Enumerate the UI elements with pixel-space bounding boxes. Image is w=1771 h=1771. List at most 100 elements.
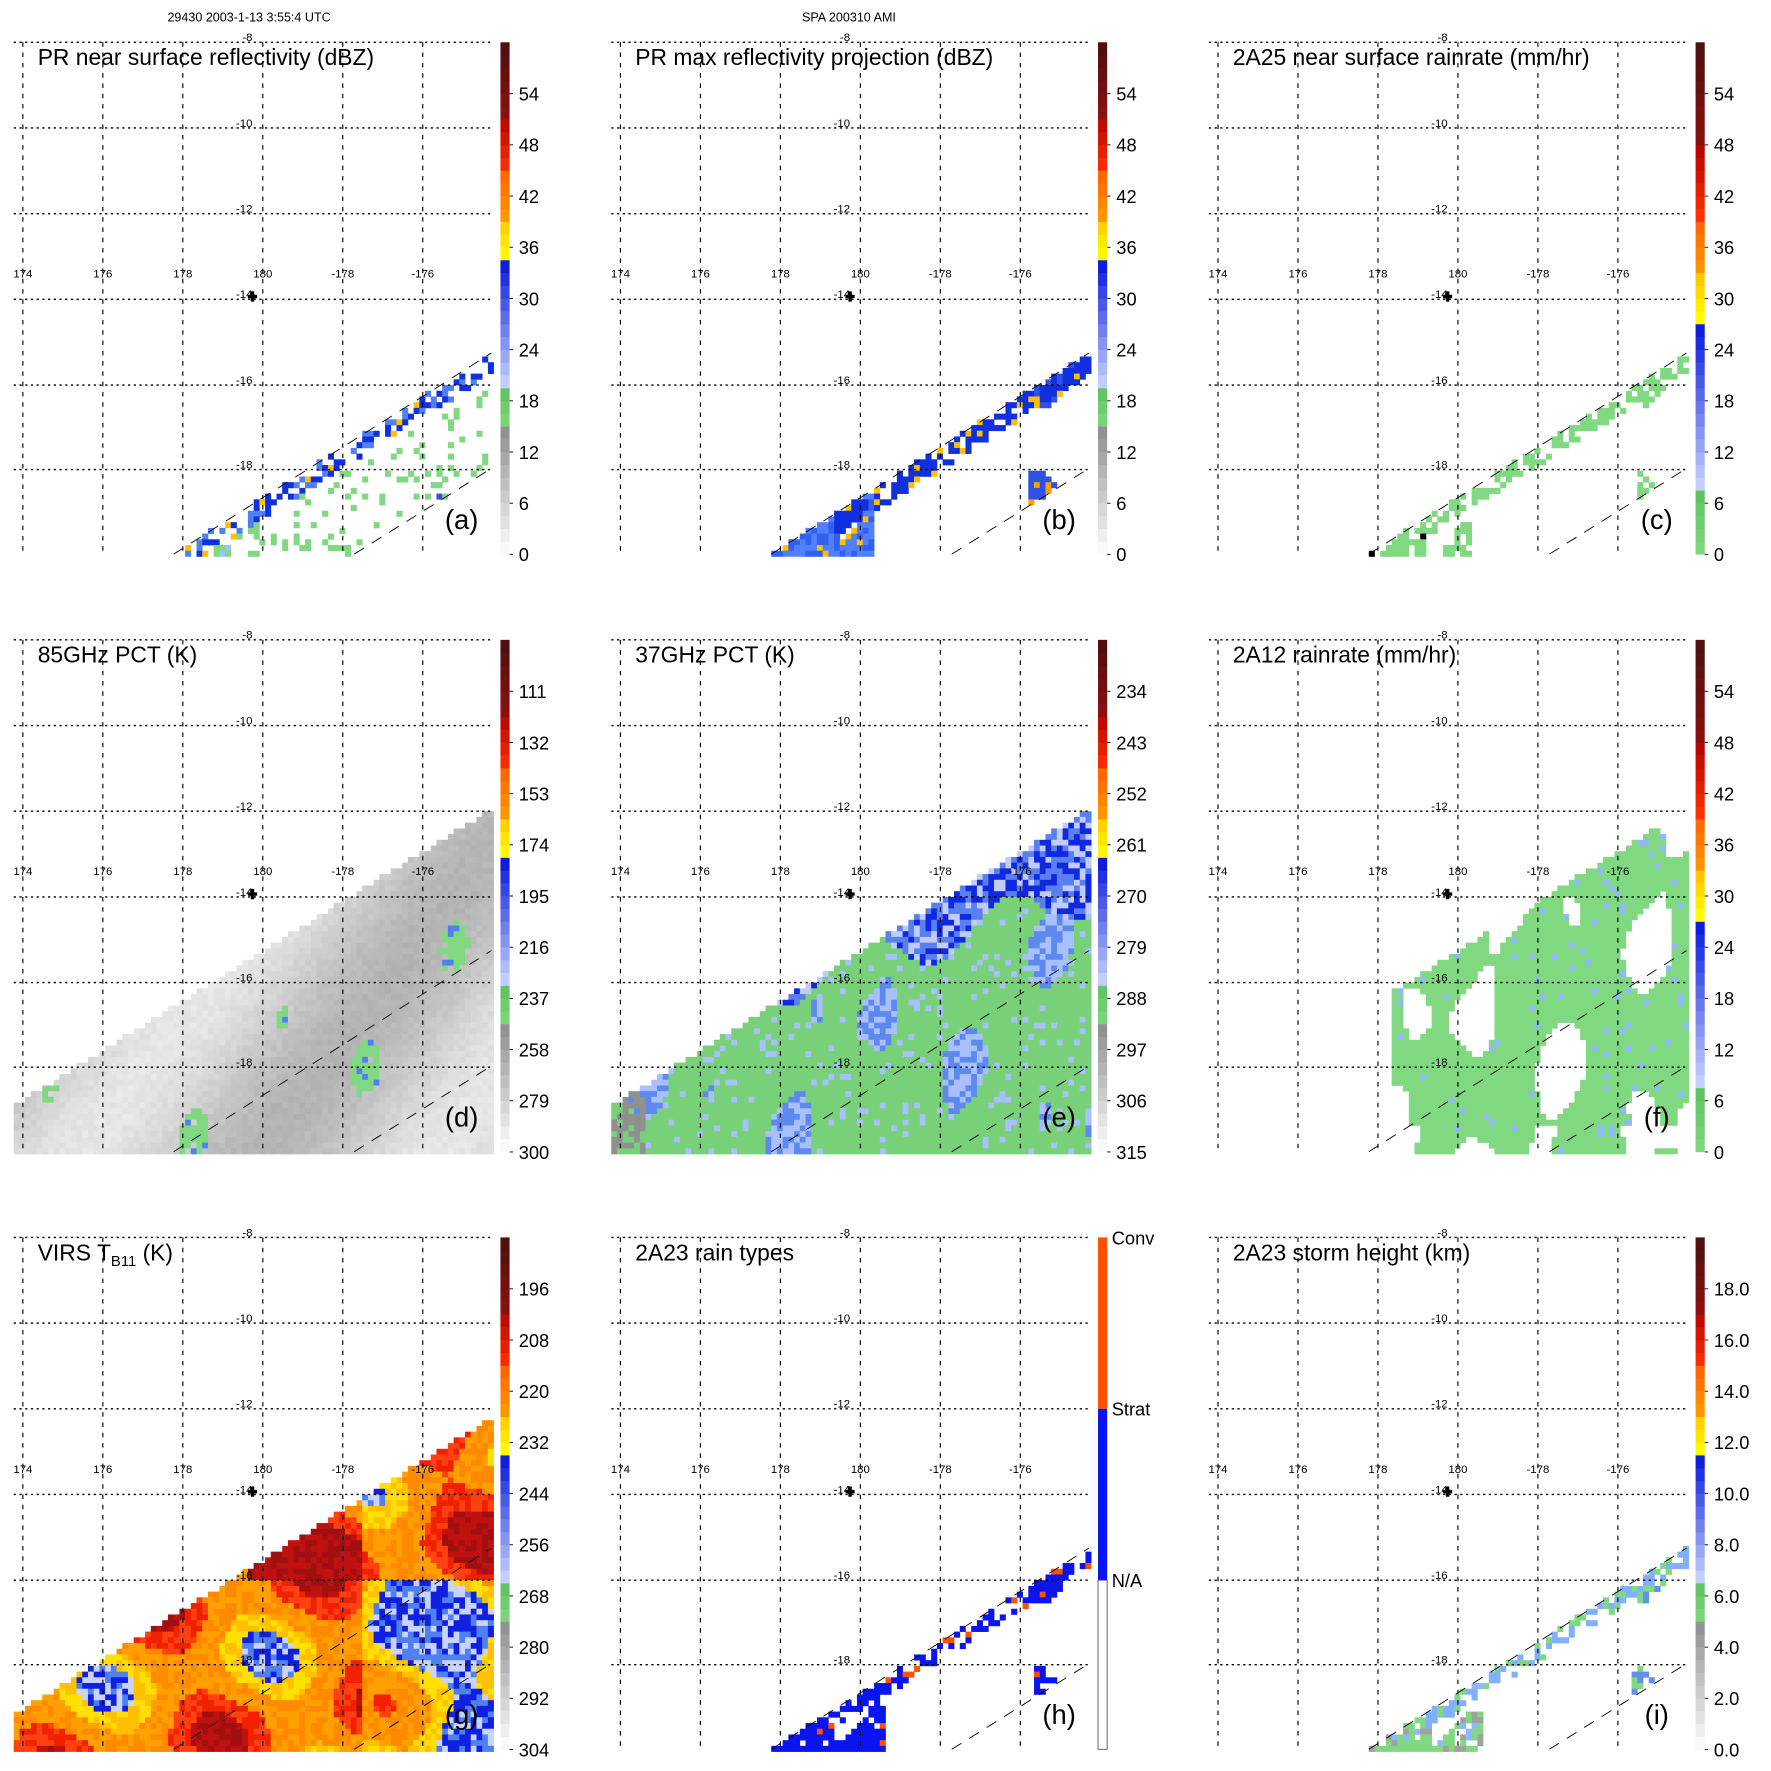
data-cell — [914, 925, 921, 932]
data-cell — [110, 1131, 117, 1138]
data-cell — [874, 954, 881, 961]
data-cell — [247, 1028, 254, 1035]
data-cell — [385, 965, 392, 972]
data-cell — [87, 1062, 95, 1069]
data-cell — [1028, 1011, 1035, 1018]
data-cell — [1643, 396, 1650, 403]
data-cell — [373, 1085, 380, 1092]
data-cell — [367, 891, 374, 898]
data-cell — [1079, 885, 1086, 892]
data-cell — [385, 1096, 392, 1103]
data-cell — [1068, 936, 1075, 943]
data-cell — [179, 1096, 186, 1103]
data-cell — [293, 510, 300, 517]
data-cell — [862, 959, 869, 966]
data-cell — [333, 1074, 340, 1081]
data-cell — [442, 999, 449, 1006]
data-cell — [982, 954, 989, 961]
data-cell — [179, 1136, 186, 1143]
data-cell — [265, 1131, 272, 1138]
data-cell — [413, 891, 420, 898]
data-cell — [356, 1142, 363, 1149]
lat-label: -8 — [840, 32, 850, 44]
data-cell — [914, 976, 921, 983]
data-cell — [971, 1011, 978, 1018]
data-cell — [1454, 499, 1461, 506]
colorbar-label: 174 — [519, 835, 549, 856]
data-cell — [356, 1079, 363, 1086]
data-cell — [487, 856, 494, 863]
data-cell — [282, 1148, 289, 1155]
data-cell — [385, 1102, 392, 1109]
data-cell — [350, 1102, 357, 1109]
data-cell — [190, 1125, 197, 1132]
data-cell — [407, 874, 414, 881]
colorbar-segment — [1098, 387, 1108, 402]
data-cell — [196, 1136, 203, 1143]
data-cell — [1011, 914, 1018, 921]
data-cell — [436, 851, 443, 858]
data-cell — [185, 1125, 192, 1132]
data-cell — [816, 1016, 824, 1023]
data-cell — [868, 959, 875, 966]
data-cell — [122, 1045, 129, 1052]
data-cell — [1443, 510, 1450, 517]
data-cell — [811, 539, 818, 546]
data-cell — [447, 976, 454, 983]
data-cell — [931, 465, 938, 472]
data-cell — [447, 1131, 454, 1138]
data-cell — [236, 1114, 243, 1121]
data-cell — [482, 942, 489, 949]
data-cell — [230, 1131, 237, 1138]
data-cell — [150, 1079, 157, 1086]
data-cell — [322, 948, 329, 955]
data-cell — [316, 948, 323, 955]
data-cell — [1022, 982, 1029, 989]
data-cell — [856, 954, 863, 961]
data-cell — [413, 982, 420, 989]
data-cell — [396, 919, 403, 926]
data-cell — [1028, 476, 1035, 483]
data-cell — [425, 856, 432, 863]
data-cell — [459, 851, 466, 858]
data-cell — [390, 430, 397, 437]
data-cell — [385, 1045, 392, 1052]
data-cell — [425, 914, 432, 921]
data-cell — [816, 994, 824, 1001]
data-cell — [1079, 931, 1086, 938]
data-cell — [356, 925, 363, 932]
data-cell — [1062, 954, 1069, 961]
data-cell — [339, 1136, 346, 1143]
data-cell — [868, 994, 875, 1001]
data-cell — [822, 550, 829, 557]
data-cell — [305, 1062, 312, 1069]
data-cell — [402, 896, 409, 903]
colorbar-segment — [500, 972, 510, 986]
data-cell — [236, 1039, 243, 1046]
data-cell — [122, 1114, 129, 1121]
data-cell — [954, 942, 961, 949]
data-cell — [1074, 856, 1081, 863]
data-cell — [185, 1039, 192, 1046]
data-cell — [242, 1148, 249, 1155]
data-cell — [339, 1016, 346, 1023]
data-cell — [1045, 885, 1052, 892]
data-cell — [436, 839, 443, 846]
data-cell — [305, 1056, 312, 1063]
data-cell — [1079, 834, 1086, 841]
data-cell — [293, 1016, 300, 1023]
colorbar-segment — [500, 780, 510, 794]
data-cell — [1039, 1011, 1046, 1018]
data-cell — [476, 942, 483, 949]
data-cell — [430, 896, 437, 903]
data-cell — [70, 1074, 77, 1081]
data-cell — [891, 936, 898, 943]
data-cell — [1494, 470, 1501, 477]
colorbar-segment — [500, 1074, 510, 1089]
data-cell — [476, 1108, 483, 1115]
data-cell — [1045, 862, 1052, 869]
data-cell — [430, 999, 437, 1006]
data-cell — [1074, 925, 1081, 932]
data-cell — [356, 1148, 363, 1155]
data-cell — [93, 1074, 100, 1081]
